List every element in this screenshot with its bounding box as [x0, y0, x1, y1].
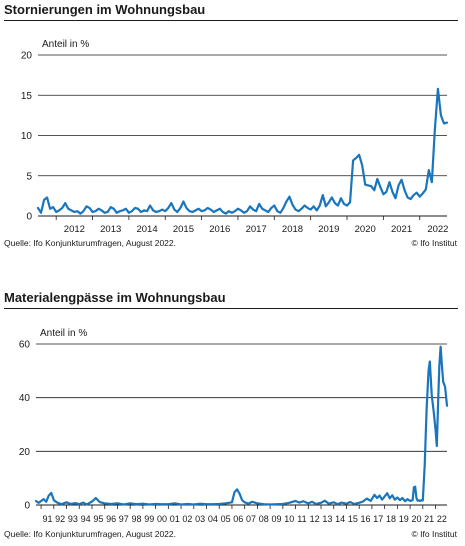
x-tick-label: 99	[144, 514, 154, 524]
x-tick-label: 93	[68, 514, 78, 524]
series-line	[34, 345, 449, 506]
title-rule	[4, 20, 458, 21]
x-tick-label: 19	[399, 514, 409, 524]
x-tick-label: 96	[106, 514, 116, 524]
y-tick-label: 60	[19, 340, 31, 351]
copyright-note: © Ifo Institut	[411, 529, 457, 539]
x-tick-label: 2021	[391, 224, 412, 235]
x-tick-label: 00	[157, 514, 167, 524]
x-tick-label: 20	[411, 514, 421, 524]
x-tick-label: 92	[55, 514, 65, 524]
chart-svg-stornierungen: Anteil in % 0 5 10 15 20 2012 2013 2014 2015 2016 2…	[21, 39, 449, 235]
x-tick-label: 2014	[136, 224, 157, 235]
x-tick-label: 11	[297, 514, 306, 524]
x-tick-label: 10	[284, 514, 294, 524]
x-tick-label: 06	[233, 514, 243, 524]
source-note: Quelle: Ifo Konjunkturumfragen, August 2…	[4, 238, 177, 248]
x-tick-label: 05	[221, 514, 231, 524]
series-line	[36, 87, 449, 215]
x-tick-label: 22	[437, 514, 447, 524]
y-axis-label: Anteil in %	[40, 328, 87, 339]
y-tick-label: 15	[21, 91, 33, 102]
x-tick-label: 13	[322, 514, 332, 524]
x-tick-label: 2018	[282, 224, 303, 235]
x-tick-label: 2020	[355, 224, 376, 235]
x-tick-label: 01	[170, 514, 180, 524]
x-tick-label: 2022	[427, 224, 448, 235]
x-tick-label: 12	[310, 514, 320, 524]
y-tick-label: 0	[26, 212, 32, 223]
x-tick-label: 2016	[209, 224, 230, 235]
chart-title: Stornierungen im Wohnungsbau	[4, 2, 206, 17]
x-tick-label: 2019	[318, 224, 339, 235]
chart-title: Materialengpässe im Wohnungsbau	[4, 290, 226, 305]
x-tick-label: 2013	[100, 224, 121, 235]
x-tick-label: 97	[119, 514, 129, 524]
copyright-note: © Ifo Institut	[411, 238, 457, 248]
x-tick-label: 15	[348, 514, 358, 524]
y-tick-label: 20	[21, 51, 33, 62]
x-tick-label: 95	[93, 514, 103, 524]
y-tick-label: 0	[24, 501, 30, 512]
x-tick-label: 04	[208, 514, 218, 524]
x-tick-label: 07	[246, 514, 256, 524]
x-tick-label: 17	[373, 514, 383, 524]
y-tick-label: 20	[19, 447, 31, 458]
y-tick-label: 10	[21, 131, 33, 142]
x-tick-label: 02	[182, 514, 192, 524]
x-tick-label: 21	[424, 514, 434, 524]
x-tick-label: 14	[335, 514, 345, 524]
x-tick-label: 2017	[246, 224, 267, 235]
y-tick-label: 5	[26, 171, 32, 182]
x-tick-label: 94	[81, 514, 91, 524]
y-axis-label: Anteil in %	[42, 39, 89, 50]
x-tick-label: 2015	[173, 224, 194, 235]
title-rule	[4, 308, 458, 309]
source-note: Quelle: Ifo Konjunkturumfragen, August 2…	[4, 529, 177, 539]
x-tick-label: 09	[271, 514, 281, 524]
chart-panel-stornierungen: Stornierungen im Wohnungsbau Anteil in %…	[0, 0, 465, 250]
chart-panel-materialengpaesse: Materialengpässe im Wohnungsbau Anteil i…	[0, 288, 465, 546]
y-tick-label: 40	[19, 393, 31, 404]
x-tick-label: 18	[386, 514, 396, 524]
x-tick-label: 91	[42, 514, 52, 524]
x-tick-label: 2012	[64, 224, 85, 235]
x-tick-label: 03	[195, 514, 205, 524]
x-tick-label: 08	[259, 514, 269, 524]
x-tick-label: 98	[132, 514, 142, 524]
x-tick-label: 16	[361, 514, 371, 524]
